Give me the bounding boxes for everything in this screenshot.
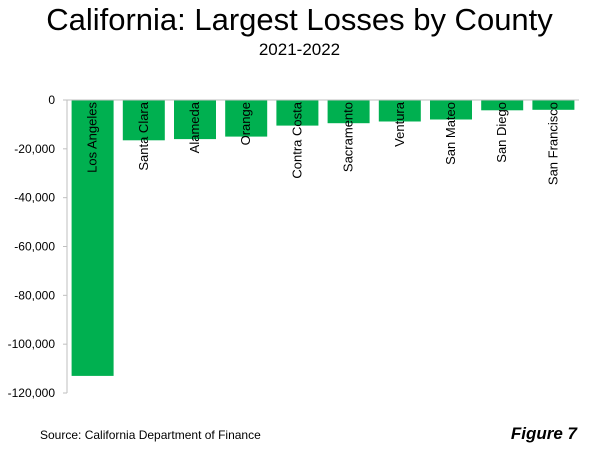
category-label: Los Angeles (85, 102, 100, 173)
source-note: Source: California Department of Finance (40, 428, 261, 442)
category-label: Contra Costa (289, 101, 304, 178)
category-label: San Diego (494, 102, 509, 163)
y-tick-label: -20,000 (14, 142, 55, 156)
y-tick-label: -120,000 (8, 386, 56, 400)
figure-label: Figure 7 (510, 424, 577, 443)
bar (327, 100, 370, 124)
chart-subtitle: 2021-2022 (258, 40, 341, 59)
bar (532, 100, 575, 110)
y-tick-labels-group: 0 -20,000 -40,000 -60,000 -80,000 -100,000 -12… (8, 93, 67, 400)
category-labels-group: Los Angeles Santa Clara Alameda Orange Contr… (85, 101, 561, 185)
bar (174, 100, 216, 140)
y-tick-label: 0 (48, 93, 55, 107)
category-label: Sacramento (341, 102, 356, 172)
bars-group (71, 100, 575, 376)
y-tick-label: -80,000 (14, 288, 55, 302)
bar (378, 100, 421, 122)
bar (430, 100, 472, 120)
category-label: San Francisco (545, 102, 560, 185)
bar (481, 100, 524, 111)
bar (122, 100, 165, 141)
bar (225, 100, 268, 137)
category-label: Orange (238, 102, 253, 145)
y-tick-label: -100,000 (8, 337, 56, 351)
bar (276, 100, 319, 126)
y-tick-label: -60,000 (14, 240, 55, 254)
category-label: Santa Clara (136, 101, 151, 170)
bar (71, 100, 114, 376)
chart-title: California: Largest Losses by County (46, 2, 553, 37)
category-label: Ventura (392, 101, 407, 147)
y-tick-label: -40,000 (14, 191, 55, 205)
category-label: Alameda (187, 101, 202, 153)
category-label: San Mateo (443, 102, 458, 165)
